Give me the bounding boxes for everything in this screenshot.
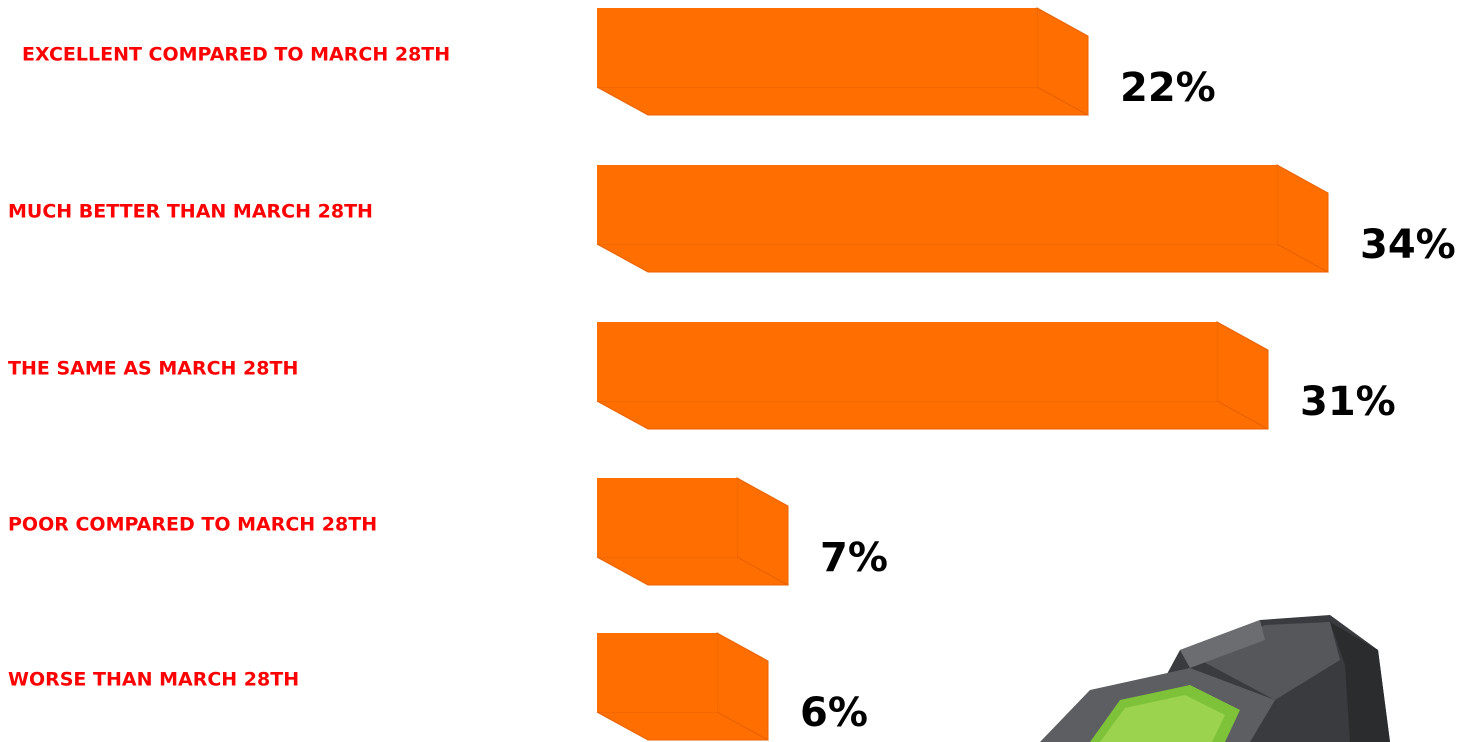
bar: 31% [597,322,1396,429]
bar-bottom [597,87,1088,115]
bar: 34% [597,165,1456,272]
bar-front [597,165,1277,244]
bar: 7% [597,478,888,585]
bar: 6% [597,633,868,740]
chart: WORSE THAN MARCH 28TH 6% POOR COMPARED TO … [0,0,1468,742]
terminal-image [1040,615,1390,742]
bar-bottom [597,401,1268,429]
value-label: 22% [1120,65,1216,111]
page: {"chart_data": {"type": "bar", "orientat… [0,0,1468,742]
bar-front [597,633,717,712]
value-label: 7% [820,535,888,581]
bar-bottom [597,244,1328,272]
category-label: WORSE THAN MARCH 28TH [8,669,299,691]
value-label: 6% [800,690,868,736]
bar-front [597,8,1037,87]
bar: 22% [597,8,1216,115]
category-label: MUCH BETTER THAN MARCH 28TH [8,201,373,223]
category-label: THE SAME AS MARCH 28TH [8,358,298,380]
value-label: 34% [1360,222,1456,268]
bar-front [597,478,737,557]
bar-front [597,322,1217,401]
category-label: EXCELLENT COMPARED TO MARCH 28TH [22,44,450,66]
category-label: POOR COMPARED TO MARCH 28TH [8,514,377,536]
value-label: 31% [1300,379,1396,425]
